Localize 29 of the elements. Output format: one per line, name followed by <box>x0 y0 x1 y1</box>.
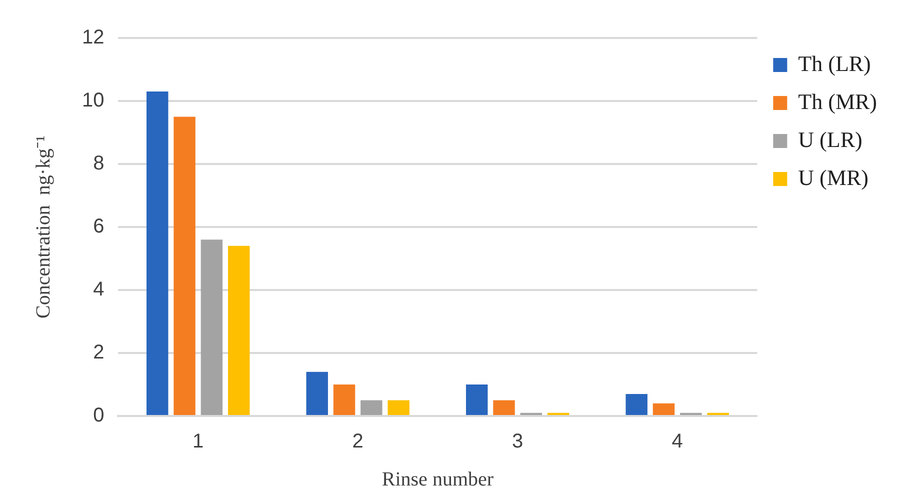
y-tick-label: 6 <box>93 216 104 238</box>
bar <box>174 116 196 415</box>
x-axis-title: Rinse number <box>382 468 494 490</box>
bar <box>333 384 356 415</box>
legend-label: U (LR) <box>798 126 862 152</box>
legend-label: Th (MR) <box>798 88 877 114</box>
bar <box>652 403 675 415</box>
bar <box>306 372 328 415</box>
y-tick-label: 10 <box>82 90 104 112</box>
y-tick-label: 8 <box>93 152 104 175</box>
x-tick-label: 2 <box>352 430 364 453</box>
y-tick-label: 0 <box>93 404 104 427</box>
legend-label: U (MR) <box>798 164 868 190</box>
bar <box>228 246 250 415</box>
y-tick-label: 12 <box>82 26 104 49</box>
bar <box>388 400 410 415</box>
bar <box>146 92 168 415</box>
bar <box>200 240 223 415</box>
bar <box>493 400 515 415</box>
bar <box>466 384 488 415</box>
legend-label: Th (LR) <box>798 50 871 76</box>
x-tick-label: 1 <box>192 430 204 453</box>
y-tick-label: 2 <box>93 342 104 364</box>
y-tick-label: 4 <box>93 278 104 301</box>
x-tick-label: 4 <box>672 430 683 453</box>
bar <box>626 394 648 415</box>
x-tick-label: 3 <box>512 430 524 453</box>
y-axis-title: Concentration ng·kg⁻¹ <box>32 136 54 318</box>
bar <box>360 400 382 415</box>
